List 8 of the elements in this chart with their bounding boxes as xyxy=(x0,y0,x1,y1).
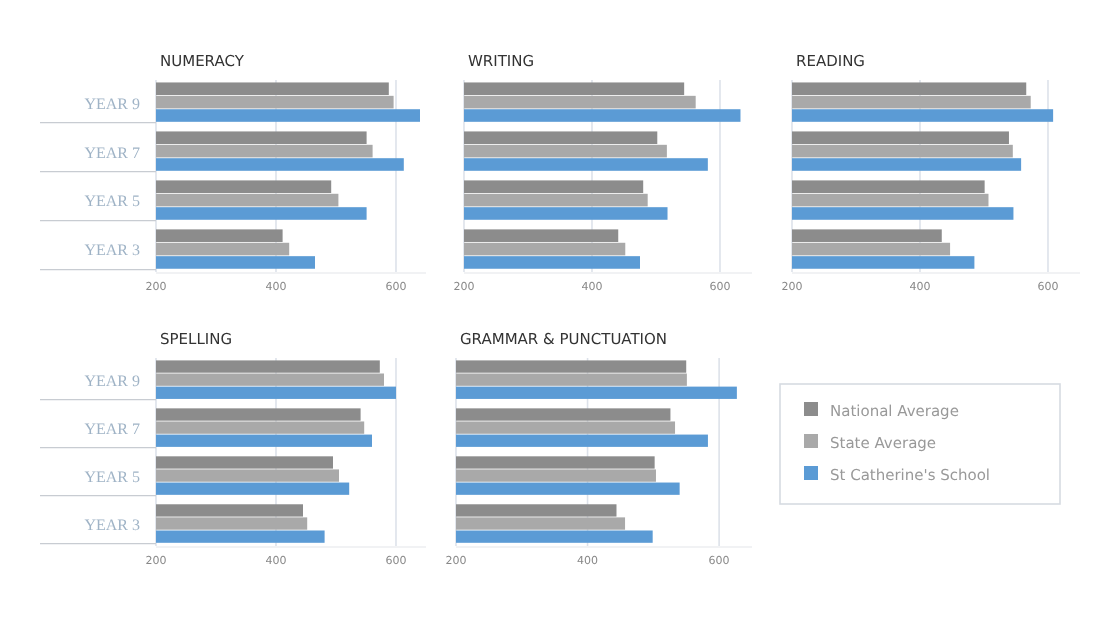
y-tick-label: YEAR 7 xyxy=(84,143,140,162)
y-tick-label: YEAR 7 xyxy=(84,420,140,439)
y-tick-label: YEAR 9 xyxy=(84,94,140,113)
y-tick-label: YEAR 3 xyxy=(84,515,140,534)
y-tick-label: YEAR 3 xyxy=(84,241,140,260)
y-tick-label: YEAR 5 xyxy=(84,192,140,211)
y-tick-label: YEAR 5 xyxy=(84,467,140,486)
y-tick-label: YEAR 9 xyxy=(84,372,140,391)
